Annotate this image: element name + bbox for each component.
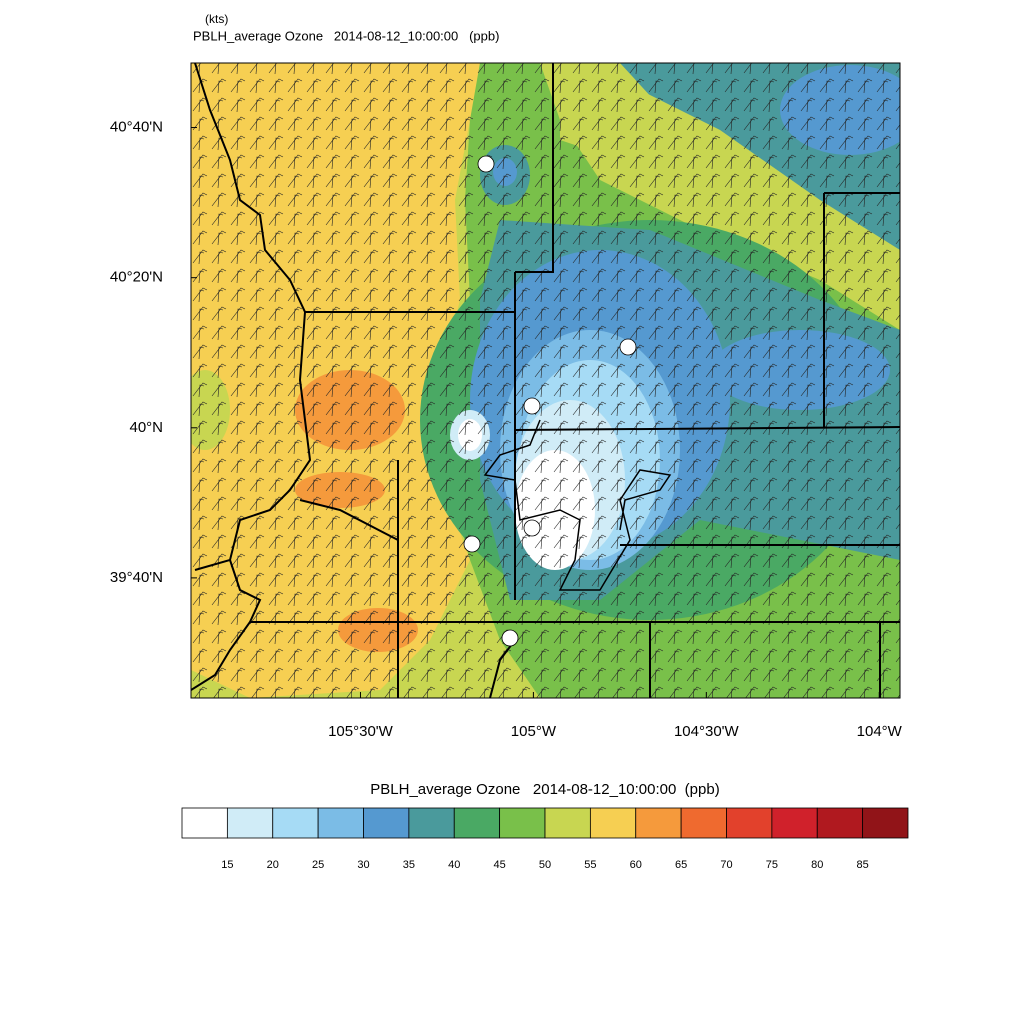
x-tick-label: 105°30'W [328,723,394,740]
colorbar-label: 65 [675,859,687,871]
y-tick-label: 40°20'N [110,269,163,286]
colorbar-box [680,807,727,839]
colorbar-label: 45 [494,859,506,871]
colorbar-box [317,807,364,839]
ozone-field [191,63,900,698]
wind-barbs [191,63,900,698]
colorbar-box [181,807,228,839]
x-tick-label: 104°W [857,723,903,740]
colorbar-label: 55 [584,859,596,871]
x-tick-label: 105°W [511,723,557,740]
colorbar-label: 85 [857,859,869,871]
colorbar-label: 75 [766,859,778,871]
y-tick-label: 40°N [129,419,163,436]
colorbar-box [816,807,864,839]
colorbar-label: 35 [403,859,415,871]
colorbar-label: 50 [539,859,551,871]
colorbar-box [272,807,319,839]
colorbar-box [499,807,546,839]
map-frame [190,62,901,699]
colorbar-title: PBLH_average Ozone 2014-08-12_10:00:00 (… [370,781,719,798]
colorbar-label: 25 [312,859,324,871]
colorbar-label: 20 [267,859,279,871]
colorbar-box [226,807,274,839]
colorbar-box [544,807,591,839]
colorbar-box [771,807,818,839]
colorbar-label: 70 [720,859,732,871]
colorbar-box [589,807,637,839]
x-tick-label: 104°30'W [674,723,740,740]
colorbar-label: 30 [357,859,369,871]
map-title: PBLH_average Ozone 2014-08-12_10:00:00 (… [193,28,499,43]
unit-note: (kts) [205,12,228,26]
colorbar-box [363,807,410,839]
colorbar-box [408,807,455,839]
colorbar-label: 80 [811,859,823,871]
colorbar-box [635,807,682,839]
y-tick-label: 40°40'N [110,119,163,136]
colorbar-label: 60 [630,859,642,871]
boundaries [191,63,900,698]
colorbar-box [453,807,501,839]
colorbar-label: 15 [221,859,233,871]
monitor-sites [463,155,637,647]
colorbar-box [726,807,773,839]
colorbar-label: 40 [448,859,460,871]
colorbar-box [862,807,909,839]
y-tick-label: 39°40'N [110,569,163,586]
